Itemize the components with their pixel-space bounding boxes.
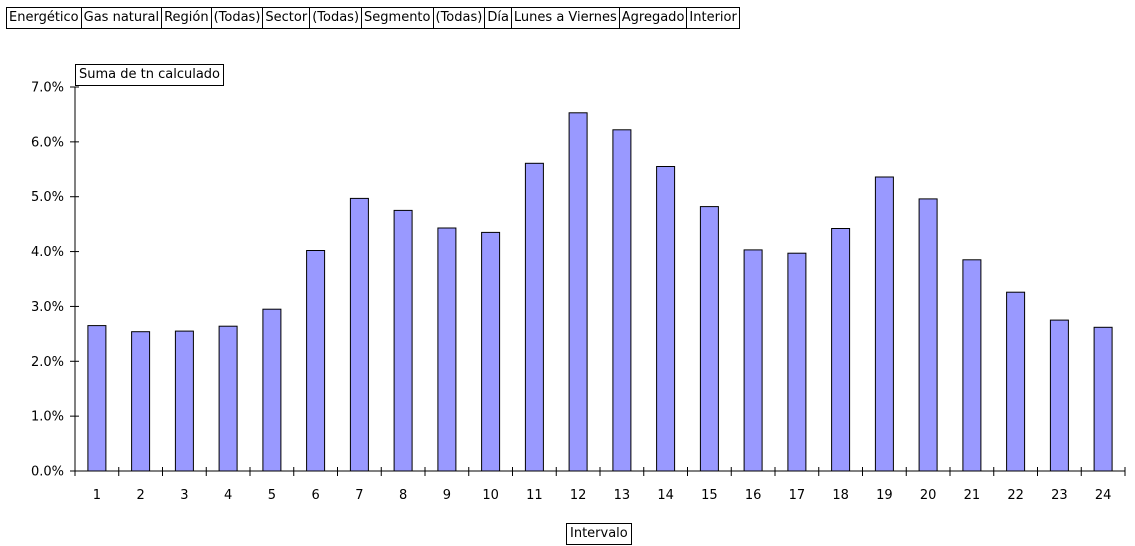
filter-bar: Energético Gas natural Región (Todas) Se… xyxy=(6,7,740,29)
y-tick-label: 3.0% xyxy=(31,300,64,315)
bar xyxy=(612,129,632,472)
bar xyxy=(131,331,151,472)
filter-label-agregado: Agregado xyxy=(618,7,688,29)
filter-dropdown-agregado[interactable]: Interior xyxy=(686,7,740,29)
bar xyxy=(1093,326,1113,472)
bar xyxy=(306,250,326,472)
x-tick-label: 24 xyxy=(1095,488,1112,503)
x-tick-label: 16 xyxy=(745,488,762,503)
axis-field-button[interactable]: Intervalo xyxy=(566,523,632,545)
filter-dropdown-dia[interactable]: Lunes a Viernes xyxy=(510,7,620,29)
x-tick-label: 3 xyxy=(180,488,188,503)
bar xyxy=(743,249,763,472)
bar xyxy=(481,231,501,472)
filter-dropdown-energetico[interactable]: Gas natural xyxy=(80,7,163,29)
y-tick-label: 1.0% xyxy=(31,410,64,425)
x-tick-label: 19 xyxy=(876,488,893,503)
filter-dropdown-sector[interactable]: (Todas) xyxy=(309,7,363,29)
x-tick-label: 6 xyxy=(311,488,319,503)
filter-label-energetico: Energético xyxy=(6,7,82,29)
x-tick-label: 20 xyxy=(920,488,937,503)
x-tick-label: 2 xyxy=(136,488,144,503)
x-tick-label: 17 xyxy=(789,488,806,503)
filter-label-region: Región xyxy=(161,7,212,29)
bar xyxy=(218,325,238,472)
bar xyxy=(699,206,719,472)
bar xyxy=(962,259,982,472)
filter-dropdown-segmento[interactable]: (Todas) xyxy=(432,7,486,29)
bar xyxy=(787,252,807,472)
bar xyxy=(349,197,369,472)
bars-group xyxy=(87,112,1113,472)
y-tick-label: 7.0% xyxy=(31,81,64,96)
x-tick-label: 11 xyxy=(526,488,543,503)
bar xyxy=(437,227,457,472)
x-tick-label: 7 xyxy=(355,488,363,503)
x-tick-label: 4 xyxy=(224,488,232,503)
bar xyxy=(656,166,676,472)
x-tick-label: 10 xyxy=(482,488,499,503)
y-ticks-group: 0.0% 1.0% 2.0% 3.0% 4.0% 5.0% 6.0% 7.0% xyxy=(31,81,79,480)
x-ticks-group: 1 2 3 4 5 6 7 8 9 10 11 12 13 14 15 16 17 18 19 20 21 22 23 24 xyxy=(74,467,1126,503)
bar xyxy=(1049,319,1069,472)
x-tick-label: 13 xyxy=(614,488,631,503)
x-tick-label: 21 xyxy=(964,488,981,503)
measure-field-button[interactable]: Suma de tn calculado xyxy=(75,64,225,86)
x-tick-label: 18 xyxy=(832,488,849,503)
filter-label-sector: Sector xyxy=(262,7,311,29)
x-tick-label: 23 xyxy=(1051,488,1068,503)
x-tick-label: 14 xyxy=(657,488,674,503)
x-tick-label: 8 xyxy=(399,488,407,503)
x-tick-label: 5 xyxy=(268,488,276,503)
y-tick-label: 5.0% xyxy=(31,190,64,205)
bar xyxy=(831,228,851,472)
bar xyxy=(524,162,544,472)
x-tick-label: 15 xyxy=(701,488,718,503)
x-tick-label: 1 xyxy=(93,488,101,503)
bar xyxy=(918,198,938,472)
x-tick-label: 12 xyxy=(570,488,587,503)
bar xyxy=(1006,291,1026,472)
bar xyxy=(874,176,894,472)
y-tick-label: 4.0% xyxy=(31,245,64,260)
x-tick-label: 9 xyxy=(443,488,451,503)
bar xyxy=(174,330,194,472)
bar xyxy=(393,209,413,472)
y-tick-label: 2.0% xyxy=(31,355,64,370)
bar xyxy=(262,308,282,472)
bar xyxy=(568,112,588,472)
x-tick-label: 22 xyxy=(1007,488,1024,503)
bar xyxy=(87,325,107,472)
filter-dropdown-region[interactable]: (Todas) xyxy=(210,7,264,29)
y-tick-label: 0.0% xyxy=(31,465,64,480)
y-tick-label: 6.0% xyxy=(31,135,64,150)
